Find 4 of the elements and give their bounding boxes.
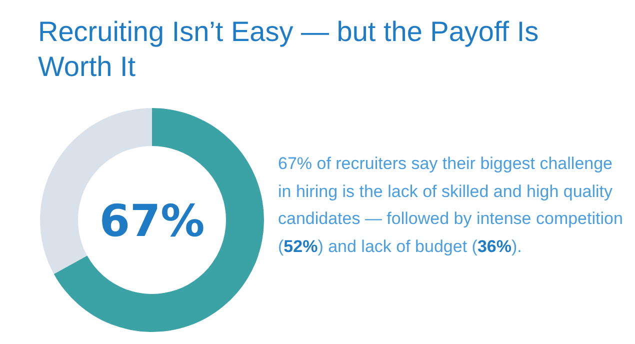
donut-slice (54, 108, 264, 332)
data-label: 67% (99, 196, 205, 247)
chart-title: Recruiting Isn’t Easy — but the Payoff Is Worth It (38, 15, 540, 84)
text: 67% of recruiters say their biggest challenge in hiring is the lack of skilled and high quality candidates — followed by intense competition (52%) and lack of budget (36%). (278, 154, 623, 256)
